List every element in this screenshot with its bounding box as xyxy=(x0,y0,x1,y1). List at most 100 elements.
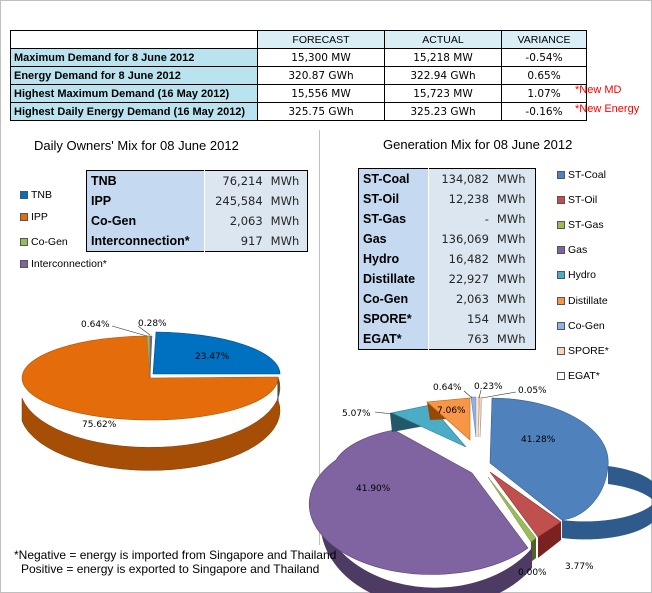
header-variance: VARIANCE xyxy=(501,30,587,49)
row-forecast: 320.87 GWh xyxy=(257,66,385,85)
pie-slice-gas xyxy=(308,429,529,575)
row-label: Maximum Demand for 8 June 2012 xyxy=(10,48,258,67)
pct-label-cogen: 0.64% xyxy=(433,383,462,393)
gen-name: ST-Gas xyxy=(358,209,430,229)
legend-swatch xyxy=(557,221,565,229)
legend-cogen: Co-Gen xyxy=(20,236,68,248)
row-variance: -0.16% xyxy=(501,102,587,121)
pct-label-st-oil: 3.77% xyxy=(565,562,594,572)
pie-slice-hydro xyxy=(391,404,467,448)
row-forecast: 325.75 GWh xyxy=(257,102,385,121)
pct-label-spore: 0.23% xyxy=(474,382,503,392)
gen-value: 154 xyxy=(428,309,493,329)
gen-value: 763 xyxy=(428,329,493,350)
pie-slice-spore xyxy=(477,396,481,438)
owner-name: IPP xyxy=(86,191,206,211)
legend-label: SPORE* xyxy=(568,345,609,357)
generation-row: SPORE* 154 MWh xyxy=(358,309,536,329)
pct-label-st-gas: 0.00% xyxy=(518,568,547,578)
legend-swatch xyxy=(557,347,565,355)
gen-name: ST-Oil xyxy=(358,189,430,209)
legend-label: IPP xyxy=(31,211,48,223)
row-actual: 322.94 GWh xyxy=(384,66,502,85)
pct-label-gas: 41.90% xyxy=(356,484,391,494)
legend-ipp: IPP xyxy=(20,211,48,223)
gen-name: Distillate xyxy=(358,269,430,289)
gen-unit: MWh xyxy=(492,249,536,269)
legend-swatch xyxy=(557,372,565,380)
summary-row: Highest Daily Energy Demand (16 May 2012… xyxy=(10,102,587,121)
summary-header-blank xyxy=(10,30,258,49)
pct-label-tnb: 23.47% xyxy=(195,352,230,362)
owner-value: 245,584 xyxy=(204,191,267,211)
generation-row: Gas 136,069 MWh xyxy=(358,229,536,249)
gen-unit: MWh xyxy=(492,309,536,329)
row-actual: 325.23 GWh xyxy=(384,102,502,121)
owners-row: Interconnection* 917 MWh xyxy=(86,231,308,252)
pie-slice-st-gas xyxy=(487,476,537,543)
gen-name: ST-Coal xyxy=(358,168,430,189)
legend-swatch xyxy=(557,297,565,305)
owner-unit: MWh xyxy=(266,231,308,252)
gen-unit: MWh xyxy=(492,229,536,249)
gen-value: 12,238 xyxy=(428,189,493,209)
footnote-line-2: Positive = energy is exported to Singapo… xyxy=(21,562,320,576)
legend-swatch xyxy=(557,246,565,254)
legend-distillate: Distillate xyxy=(557,295,608,307)
generation-row: ST-Coal 134,082 MWh xyxy=(358,168,536,189)
pie-side-st-oil xyxy=(538,522,561,558)
pct-label-interconnection: 0.28% xyxy=(138,319,167,329)
generation-row: ST-Gas - MWh xyxy=(358,209,536,229)
gen-value: 16,482 xyxy=(428,249,493,269)
legend-label: Hydro xyxy=(568,269,597,281)
legend-swatch xyxy=(20,191,28,199)
owner-name: TNB xyxy=(86,170,206,191)
pie-slice-ipp xyxy=(21,335,279,421)
legend-spore: SPORE* xyxy=(557,345,609,357)
gen-name: Hydro xyxy=(358,249,430,269)
row-actual: 15,723 MW xyxy=(384,84,502,103)
pct-label-ipp: 75.62% xyxy=(82,420,117,430)
legend-label: Gas xyxy=(568,244,588,256)
owner-value: 76,214 xyxy=(204,170,267,191)
owners-data-box: TNB 76,214 MWh IPP 245,584 MWh Co-Gen 2,063 MW… xyxy=(86,170,308,252)
summary-header-row: FORECAST ACTUAL VARIANCE xyxy=(10,30,587,49)
gen-unit: MWh xyxy=(492,168,536,189)
legend-tnb: TNB xyxy=(20,189,52,201)
pie-slice-interconnection xyxy=(149,335,153,379)
generation-row: Hydro 16,482 MWh xyxy=(358,249,536,269)
leader-line-cogen xyxy=(111,325,148,337)
owners-row: Co-Gen 2,063 MWh xyxy=(86,211,308,231)
pct-label-st-coal: 41.28% xyxy=(521,435,556,445)
gen-name: EGAT* xyxy=(358,329,430,350)
header-actual: ACTUAL xyxy=(384,30,502,49)
gen-value: 136,069 xyxy=(428,229,493,249)
legend-st-oil: ST-Oil xyxy=(557,194,597,206)
owner-name: Co-Gen xyxy=(86,211,206,231)
gen-name: SPORE* xyxy=(358,309,430,329)
pct-label-egat: 0.05% xyxy=(518,386,547,396)
row-label: Highest Maximum Demand (16 May 2012) xyxy=(10,84,258,103)
generation-row: ST-Oil 12,238 MWh xyxy=(358,189,536,209)
owner-unit: MWh xyxy=(266,170,308,191)
row-variance: 1.07% xyxy=(501,84,587,103)
summary-row: Energy Demand for 8 June 2012 320.87 GWh… xyxy=(10,66,587,85)
pie-slice-st-oil xyxy=(489,471,562,538)
row-forecast: 15,300 MW xyxy=(257,48,385,67)
panel-divider xyxy=(319,130,320,545)
pie-side-gas xyxy=(320,458,532,593)
legend-egat: EGAT* xyxy=(557,370,600,382)
generation-row: EGAT* 763 MWh xyxy=(358,329,536,350)
legend-label: Distillate xyxy=(568,295,608,307)
owner-value: 2,063 xyxy=(204,211,267,231)
legend-label: ST-Gas xyxy=(568,219,604,231)
gen-value: - xyxy=(428,209,493,229)
row-variance: -0.54% xyxy=(501,48,587,67)
leader-line-cogen xyxy=(463,390,473,399)
pie-slice-tnb xyxy=(152,331,281,375)
new-md-note: *New MD xyxy=(575,84,622,96)
owners-row: TNB 76,214 MWh xyxy=(86,170,308,191)
owner-name: Interconnection* xyxy=(86,231,206,252)
gen-name: Gas xyxy=(358,229,430,249)
